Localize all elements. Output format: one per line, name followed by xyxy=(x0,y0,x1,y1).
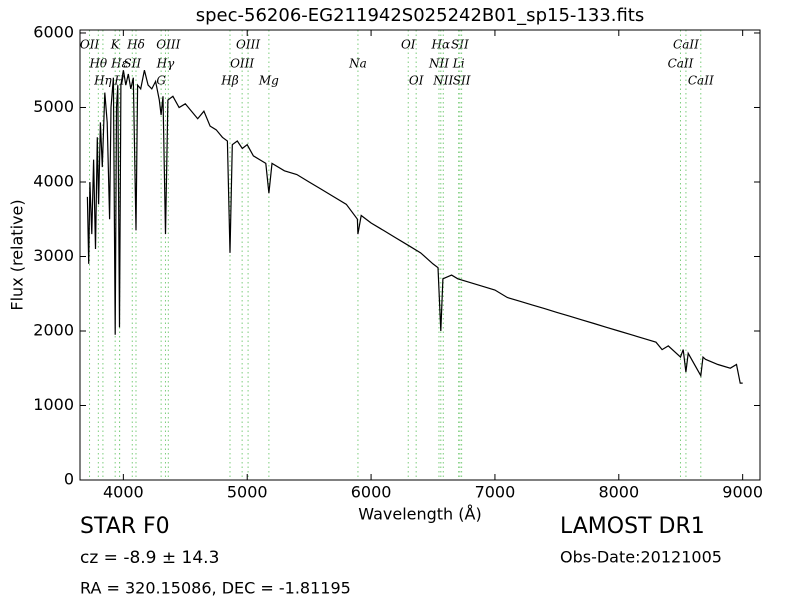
x-tick-label: 6000 xyxy=(351,483,392,502)
x-tick-label: 8000 xyxy=(598,483,639,502)
y-tick-label: 4000 xyxy=(33,171,74,190)
x-tick-label: 9000 xyxy=(722,483,763,502)
spectral-line-label: OI xyxy=(409,74,424,88)
spectral-line-label: Hη xyxy=(93,74,112,88)
info-text: cz = -8.9 ± 14.3 xyxy=(80,548,219,568)
spectral-line-label: K xyxy=(110,38,121,52)
spectral-line-label: CaII xyxy=(688,74,714,88)
spectral-line-label: OII xyxy=(80,38,100,52)
spectral-line-label: Mg xyxy=(258,74,279,88)
chart-title: spec-56206-EG211942S025242B01_sp15-133.f… xyxy=(196,5,645,26)
spectral-line-label: Hθ xyxy=(88,57,107,71)
spectral-line-label: OIII xyxy=(230,57,254,71)
y-tick-label: 3000 xyxy=(33,246,74,265)
spectral-line-label: SII xyxy=(453,74,471,88)
spectral-line-label: CaII xyxy=(668,57,694,71)
y-tick-label: 6000 xyxy=(33,22,74,41)
info-text: STAR F0 xyxy=(80,514,170,539)
y-tick-label: 2000 xyxy=(33,320,74,339)
spectral-line-label: Hα xyxy=(431,38,451,52)
y-tick-label: 5000 xyxy=(33,97,74,116)
y-tick-label: 0 xyxy=(64,470,74,489)
spectral-line-label: Li xyxy=(452,57,465,71)
x-tick-label: 7000 xyxy=(475,483,516,502)
spectral-line-label: SII xyxy=(451,38,469,52)
x-tick-label: 5000 xyxy=(227,483,268,502)
y-tick-label: 1000 xyxy=(33,395,74,414)
spectral-line-label: Hδ xyxy=(126,38,145,52)
y-axis-label: Flux (relative) xyxy=(8,199,27,310)
x-tick-label: 4000 xyxy=(103,483,144,502)
spectral-line-label: CaII xyxy=(673,38,699,52)
spectral-line-label: NII xyxy=(428,57,449,71)
spectral-line-label: G xyxy=(156,74,166,88)
spectral-line-label: Hε xyxy=(110,57,128,71)
spectral-line-label: OIII xyxy=(156,38,180,52)
spectrum-line xyxy=(86,70,743,384)
info-text: RA = 320.15086, DEC = -1.81195 xyxy=(80,579,351,598)
spectral-line-label: H xyxy=(113,74,125,88)
info-text: LAMOST DR1 xyxy=(560,514,705,539)
spectral-line-label: Hγ xyxy=(156,57,175,71)
spectral-line-label: Hβ xyxy=(220,74,238,88)
spectral-line-label: OI xyxy=(401,38,416,52)
spectral-line-label: SII xyxy=(123,57,141,71)
spectral-line-label: NII xyxy=(432,74,453,88)
spectral-line-label: Na xyxy=(348,57,367,71)
plot-frame xyxy=(79,29,761,481)
spectral-line-label: OIII xyxy=(236,38,260,52)
x-axis-label: Wavelength (Å) xyxy=(358,505,481,524)
info-text: Obs-Date:20121005 xyxy=(560,548,722,567)
